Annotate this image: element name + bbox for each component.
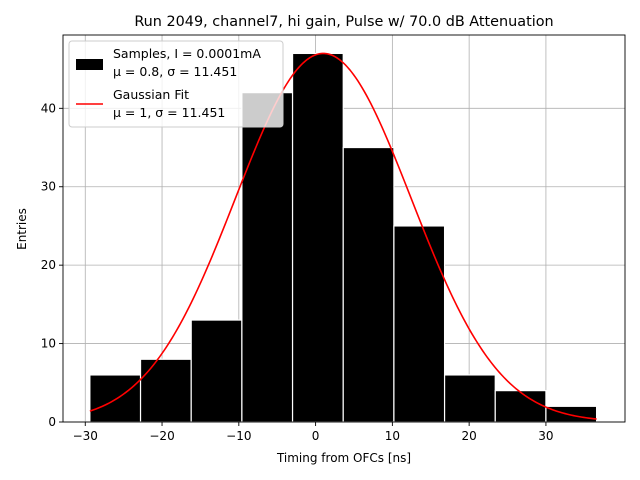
y-axis-label: Entries — [15, 208, 29, 250]
histogram-bar — [545, 405, 598, 423]
x-axis-ticks: −30 −20 −10 0 10 20 30 — [73, 422, 554, 443]
x-tick-label: 20 — [462, 429, 477, 443]
x-axis-label: Timing from OFCs [ns] — [276, 451, 411, 465]
legend-histogram-swatch — [76, 59, 103, 70]
gaussian-fit-curve — [89, 52, 597, 420]
chart-title: Run 2049, channel7, hi gain, Pulse w/ 70… — [134, 14, 553, 30]
histogram-bar — [190, 319, 243, 423]
histogram-bar — [241, 92, 294, 423]
histogram-bar — [443, 374, 496, 423]
y-tick-label: 0 — [48, 415, 56, 429]
y-tick-label: 20 — [41, 258, 56, 272]
x-tick-label: −30 — [73, 429, 98, 443]
y-tick-label: 40 — [41, 101, 56, 115]
legend-box — [68, 40, 284, 128]
x-tick-label: −20 — [149, 429, 174, 443]
plot-frame — [62, 34, 626, 423]
legend-histogram-label: Samples, I = 0.0001mA — [113, 46, 261, 61]
x-tick-label: 30 — [538, 429, 553, 443]
y-tick-label: 10 — [41, 337, 56, 351]
histogram-bar — [494, 390, 547, 423]
y-tick-label: 30 — [41, 180, 56, 194]
histogram-bar — [139, 358, 192, 423]
x-tick-label: 0 — [312, 429, 320, 443]
y-axis-ticks: 0 10 20 30 40 — [41, 101, 63, 429]
histogram-bar — [291, 52, 344, 423]
histogram-bar — [342, 146, 395, 423]
legend-fit-label: Gaussian Fit — [113, 87, 189, 102]
x-tick-label: 10 — [385, 429, 400, 443]
legend: Samples, I = 0.0001mA μ = 0.8, σ = 11.45… — [68, 40, 284, 128]
histogram-bar — [89, 374, 142, 423]
histogram-bars — [89, 52, 598, 423]
histogram-bar — [393, 225, 446, 423]
x-tick-label: −10 — [226, 429, 251, 443]
legend-fit-stats: μ = 1, σ = 11.451 — [113, 105, 225, 120]
legend-histogram-stats: μ = 0.8, σ = 11.451 — [113, 64, 237, 79]
